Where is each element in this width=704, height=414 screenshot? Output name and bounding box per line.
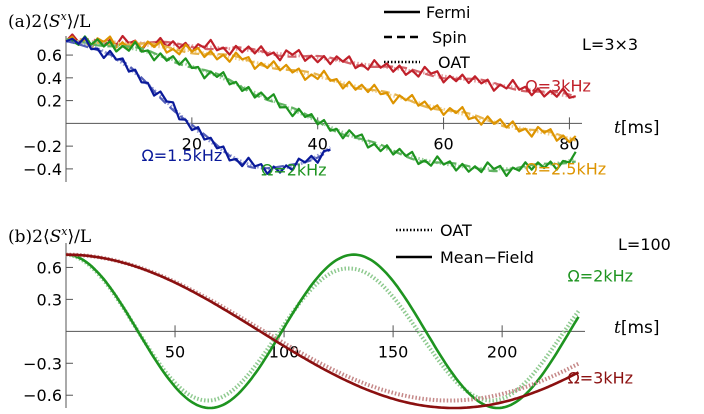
oat-curve-1.5khz [65, 39, 332, 171]
panel-a-plot-area [65, 33, 577, 177]
fermi-curve-2.5khz [65, 35, 577, 144]
panel-a-panel-label: (a) [8, 12, 31, 32]
panel-b-y-tick-label: −0.3 [23, 354, 62, 373]
panel-b-y-tick-label: −0.6 [23, 386, 62, 405]
series-label-1.5khz: Ω=1.5kHz [142, 146, 223, 165]
legend-oat-b-label: OAT [440, 221, 472, 240]
fermi-curve-2khz [65, 35, 577, 177]
series-label-b-3khz: Ω=3kHz [568, 369, 634, 388]
panel-a: (a)2⟨Sx⟩/L L=3×3 Fermi Spin OAT 20 40 60 80… [8, 3, 660, 182]
panel-a-x-tick-label: 20 [182, 134, 202, 153]
panel-b-y-tick-label: 0.6 [37, 258, 62, 277]
panel-a-y-tick-label: 0.4 [37, 69, 62, 88]
panel-a-system-label: L=3×3 [582, 35, 638, 54]
spin-curve-1.5khz [65, 40, 331, 170]
panel-b-ylabel: (b)2⟨Sx⟩/L [8, 225, 91, 247]
panel-b-system-label: L=100 [618, 235, 671, 254]
panel-a-y-tick-label: 0.2 [37, 92, 62, 111]
legend-fermi-label: Fermi [426, 3, 471, 22]
panel-a-ylabel: (a)2⟨Sx⟩/L [8, 10, 90, 32]
panel-a-y-tick-label: −0.4 [23, 160, 62, 179]
panel-b-legend: OAT Mean−Field [396, 221, 534, 267]
panel-b-x-axis: 50 100 150 200 [66, 325, 585, 361]
fermi-curve-1.5khz [65, 36, 331, 175]
panel-b-plot-area [65, 252, 581, 410]
panel-b-x-tick-label: 200 [487, 342, 518, 361]
meanfield-curve-2khz [65, 253, 580, 410]
panel-b-x-tick-label: 50 [165, 342, 185, 361]
panel-a-series-labels: Ω=3kHz Ω=2.5kHz Ω=2kHz Ω=1.5kHz [142, 76, 607, 179]
panel-b: (b)2⟨Sx⟩/L L=100 OAT Mean−Field 50 100 150… [8, 221, 671, 410]
legend-meanfield-label: Mean−Field [440, 248, 534, 267]
panel-b-series-labels: Ω=2kHz Ω=3kHz [568, 266, 634, 387]
series-label-3khz: Ω=3kHz [525, 76, 591, 95]
panel-a-x-tick-label: 40 [308, 134, 328, 153]
series-label-b-2khz: Ω=2kHz [568, 266, 634, 285]
spin-curve-2.5khz [65, 38, 577, 142]
series-label-2.5khz: Ω=2.5kHz [525, 160, 606, 179]
panel-a-y-axis: −0.4 −0.2 0.2 0.4 0.6 [23, 36, 73, 182]
panel-b-panel-label: (b) [8, 227, 32, 247]
panel-a-y-tick-label: 0.6 [37, 46, 62, 65]
series-label-2khz: Ω=2kHz [261, 161, 327, 180]
panel-a-xlabel: t[ms] [614, 118, 660, 138]
panel-a-legend: Fermi Spin OAT [384, 3, 471, 72]
panel-a-x-axis: 20 40 60 80 [66, 117, 582, 153]
panel-b-y-axis: −0.6 −0.3 0.3 0.6 [23, 243, 73, 408]
legend-spin-label: Spin [432, 28, 467, 47]
panel-a-x-tick-label: 60 [433, 134, 453, 153]
meanfield-curve-3khz [65, 253, 580, 410]
panel-b-x-tick-label: 150 [378, 342, 409, 361]
panel-b-xlabel: t[ms] [614, 318, 660, 338]
oat-curve-b-2khz [65, 252, 581, 403]
legend-oat-label: OAT [438, 53, 470, 72]
panel-b-y-tick-label: 0.3 [37, 290, 62, 309]
oat-curve-2khz [66, 39, 577, 171]
panel-b-x-tick-label: 100 [269, 342, 300, 361]
panel-a-y-tick-label: −0.2 [23, 137, 62, 156]
